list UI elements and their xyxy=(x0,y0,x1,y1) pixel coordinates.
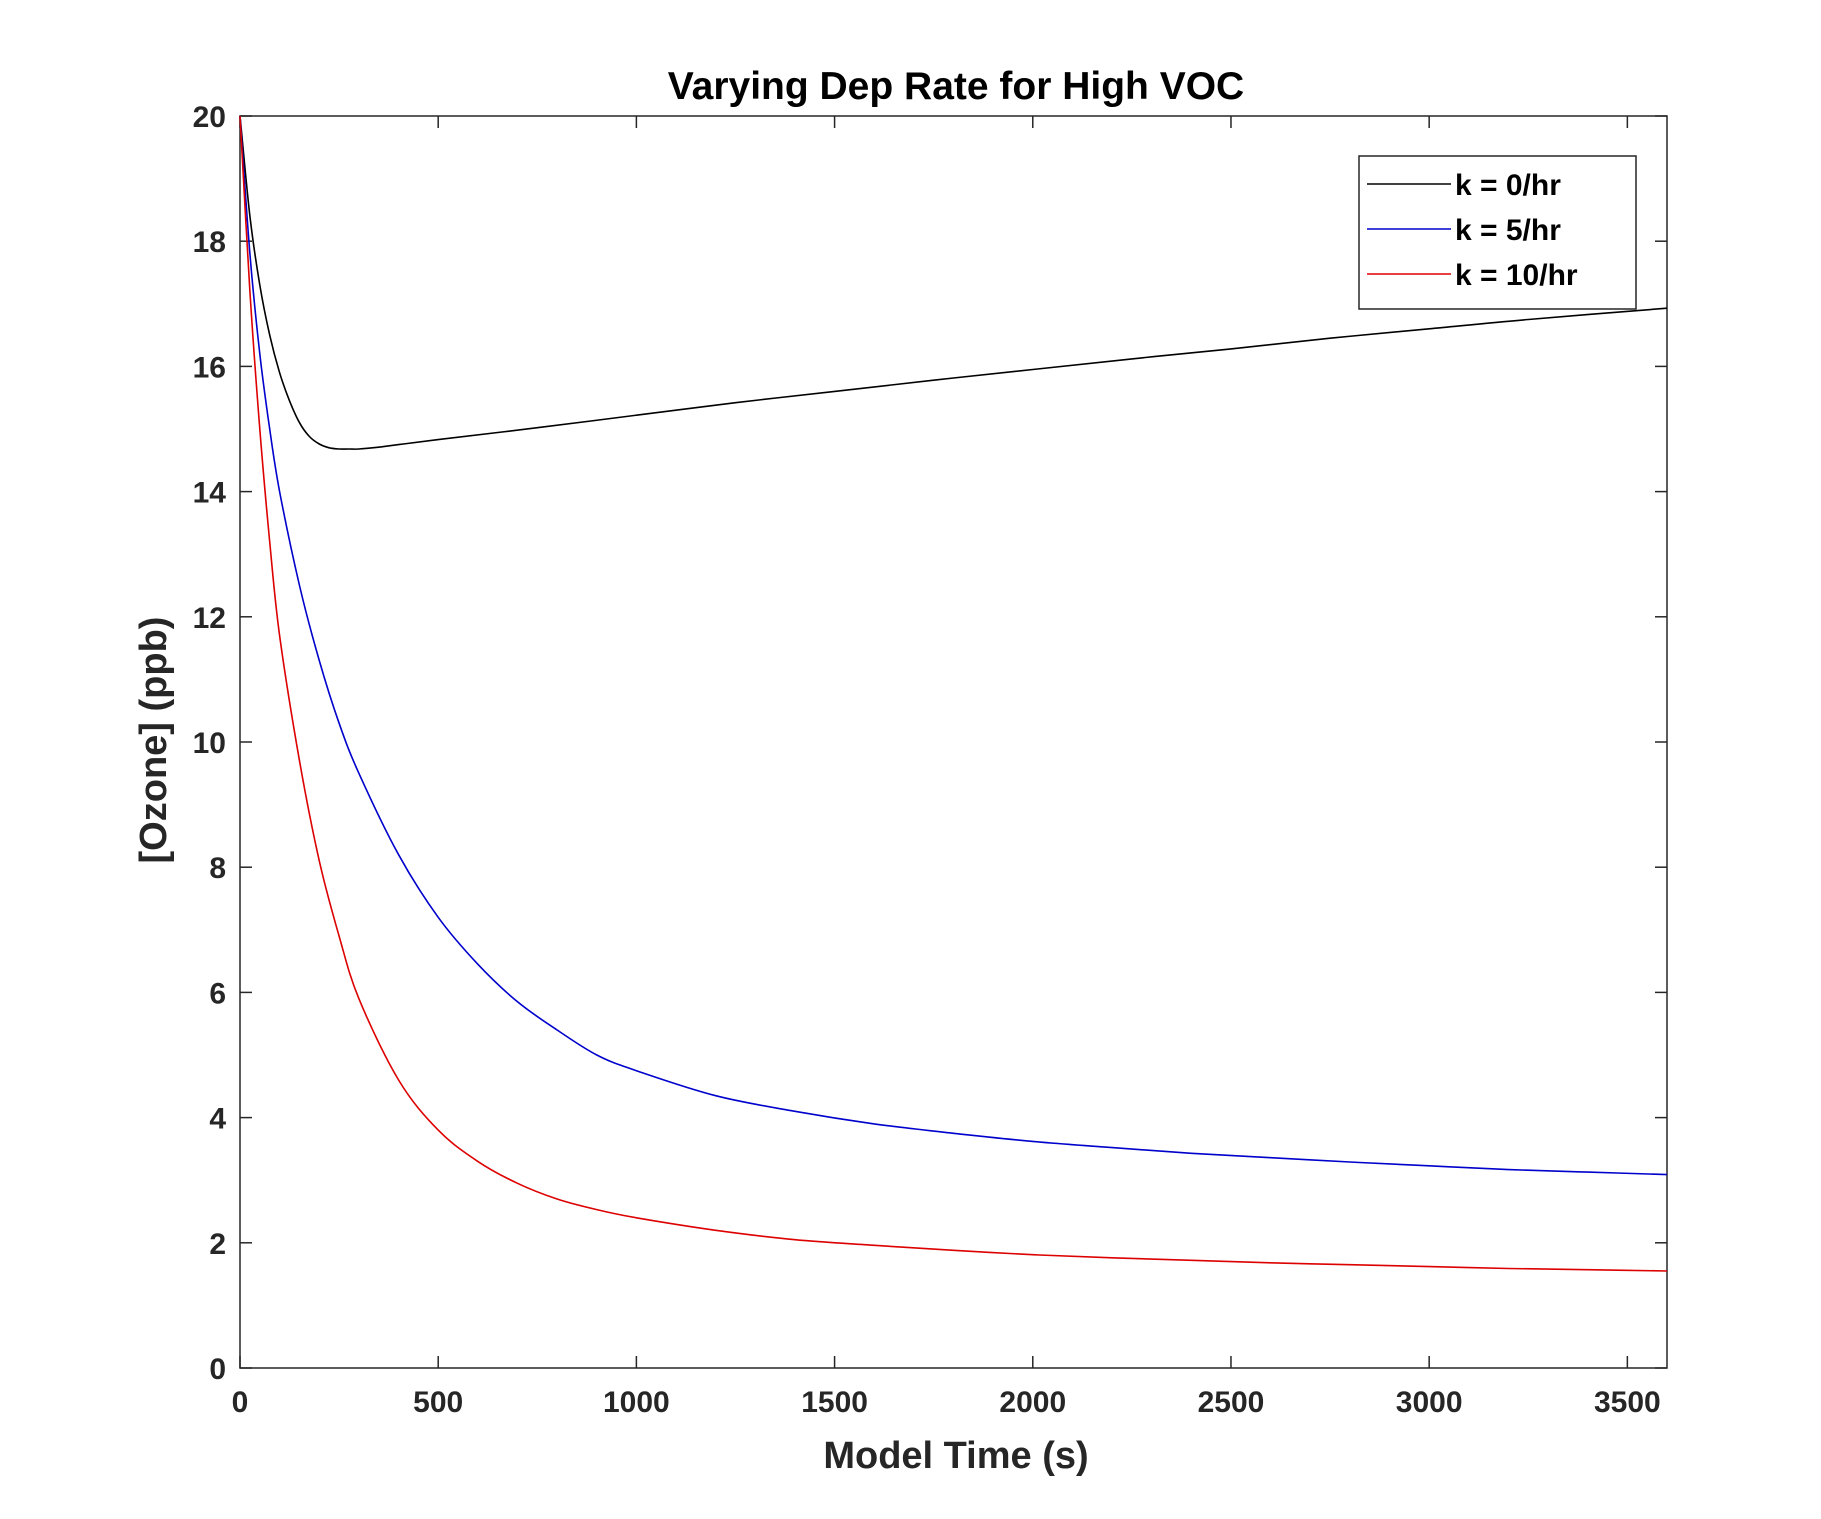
y-tick-label: 14 xyxy=(193,477,227,510)
y-tick-label: 0 xyxy=(209,1353,226,1386)
series-line-3 xyxy=(239,115,1668,1272)
y-tick-label: 20 xyxy=(193,101,226,134)
legend-label: k = 5/hr xyxy=(1455,214,1561,247)
y-tick-label: 10 xyxy=(193,727,226,760)
y-tick-label: 8 xyxy=(209,852,226,885)
plot-area: 0 500 1000 1500 2000 2500 3000 3500 0 2 4 6 8 10 12 14 1… xyxy=(193,101,1668,1419)
y-tick-label: 16 xyxy=(193,351,226,384)
y-axis-title: [Ozone] (ppb) xyxy=(133,617,175,864)
chart-title: Varying Dep Rate for High VOC xyxy=(668,65,1244,108)
legend-box xyxy=(1358,155,1637,310)
x-tick-label: 500 xyxy=(413,1386,463,1419)
x-tick-label: 3000 xyxy=(1396,1386,1463,1419)
legend-label: k = 0/hr xyxy=(1455,169,1561,202)
y-tick-label: 12 xyxy=(193,602,226,635)
y-tick-label: 6 xyxy=(209,977,226,1010)
series-line-1 xyxy=(239,115,1668,450)
x-tick-label: 1500 xyxy=(801,1386,868,1419)
legend-label: k = 10/hr xyxy=(1455,259,1578,292)
legend: k = 0/hr k = 5/hr k = 10/hr xyxy=(1358,155,1637,310)
y-tick-label: 18 xyxy=(193,226,226,259)
x-axis-title: Model Time (s) xyxy=(823,1435,1088,1477)
y-tick-label: 2 xyxy=(209,1228,226,1261)
x-tick-label: 1000 xyxy=(603,1386,670,1419)
x-tick-label: 3500 xyxy=(1594,1386,1661,1419)
x-tick-label: 0 xyxy=(232,1386,249,1419)
x-tick-label: 2500 xyxy=(1198,1386,1265,1419)
x-tick-label: 2000 xyxy=(999,1386,1066,1419)
y-tick-label: 4 xyxy=(209,1103,226,1136)
series-line-2 xyxy=(239,115,1668,1176)
